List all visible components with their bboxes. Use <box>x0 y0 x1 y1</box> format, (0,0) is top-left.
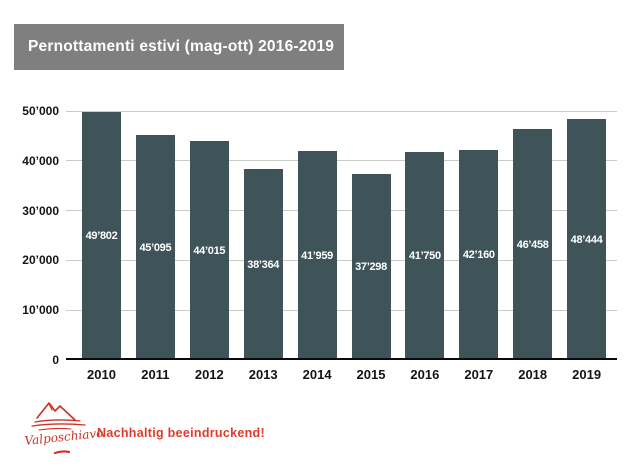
x-tick-label: 2013 <box>248 367 278 382</box>
bar-value-label: 41’750 <box>408 250 441 262</box>
bar-2013: 38’364 <box>243 169 283 360</box>
x-tick-label: 2014 <box>302 367 332 382</box>
bar-value-label: 41’959 <box>301 249 334 262</box>
x-tick-label: 2017 <box>464 367 494 382</box>
plot-area: 0 10’000 20’000 30’000 40’000 50’000 49’802 201… <box>22 104 617 382</box>
mountain-logo-icon <box>31 402 86 455</box>
x-tick-label: 2011 <box>141 367 170 382</box>
bar-value-label: 38’364 <box>247 258 280 271</box>
gridline <box>66 309 617 311</box>
bar-value-label: 49’802 <box>85 230 118 242</box>
chart-title: Pernottamenti estivi (mag-ott) 2016-2019 <box>28 38 335 55</box>
gridline <box>66 160 617 162</box>
valposchiavo-logo: Valposchiavo <box>24 402 104 455</box>
gridline <box>66 259 617 261</box>
y-tick-label: 40’000 <box>22 153 59 168</box>
y-tick-label: 20’000 <box>22 253 59 268</box>
x-tick-label: 2010 <box>87 367 116 382</box>
bar-2016: 41’750 <box>405 152 445 360</box>
bar-2015: 37’298 <box>351 174 391 360</box>
bar-2010: 49’802 <box>82 112 121 360</box>
gridline <box>66 110 617 112</box>
bar-2017: 42’160 <box>459 150 499 360</box>
logo-wordmark: Valposchiavo <box>24 426 104 448</box>
gridline <box>66 210 617 212</box>
bar-2018: 46’458 <box>513 129 553 360</box>
bar-2014: 41’959 <box>297 151 337 360</box>
x-tick-label: 2018 <box>518 367 548 382</box>
bar-2019: 48’444 <box>567 119 607 360</box>
bar-value-label: 46’458 <box>516 238 549 251</box>
chart-title-banner: Pernottamenti estivi (mag-ott) 2016-2019 <box>14 24 344 70</box>
x-axis-line <box>66 358 617 360</box>
bar-value-label: 37’298 <box>355 261 387 273</box>
x-tick-label: 2015 <box>356 367 386 382</box>
y-tick-label: 50’000 <box>22 104 59 118</box>
slogan-text: Nachhaltig beeindruckend! <box>97 426 265 440</box>
bar-value-label: 42’160 <box>462 249 495 261</box>
y-tick-label: 0 <box>52 353 59 367</box>
bar-value-label: 45’095 <box>139 241 172 254</box>
y-tick-label: 30’000 <box>22 203 59 218</box>
x-tick-label: 2016 <box>410 367 440 382</box>
x-tick-label: 2012 <box>194 367 224 382</box>
bar-2012: 44’015 <box>189 141 229 360</box>
bar-value-label: 44’015 <box>193 244 226 257</box>
x-tick-label: 2019 <box>572 367 602 382</box>
footer: Valposchiavo Nachhaltig beeindruckend! <box>0 393 640 476</box>
bar-value-label: 48’444 <box>570 233 603 246</box>
y-tick-label: 10’000 <box>22 303 59 318</box>
bar-2011: 45’095 <box>135 135 175 360</box>
